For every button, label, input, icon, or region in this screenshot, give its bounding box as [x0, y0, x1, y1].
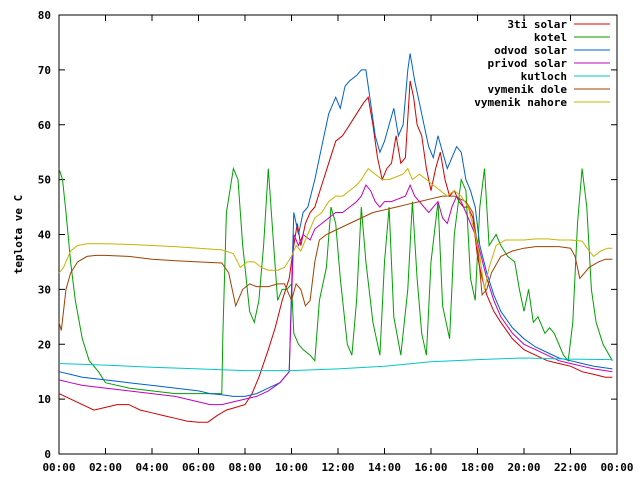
series-lines — [58, 53, 613, 423]
x-tick-label: 20:00 — [507, 461, 540, 474]
legend-label: kutloch — [521, 70, 567, 83]
legend-label: odvod solar — [494, 44, 567, 57]
series-line-odvod-solar — [58, 53, 613, 397]
series-line-3ti-solar — [58, 80, 613, 423]
y-tick-label: 80 — [38, 9, 51, 22]
series-line-kutloch — [58, 357, 613, 372]
y-tick-label: 30 — [38, 283, 51, 296]
x-tick-label: 04:00 — [135, 461, 168, 474]
x-tick-label: 00:00 — [600, 461, 633, 474]
y-tick-label: 40 — [38, 229, 51, 242]
y-axis-title: teplota ve C — [12, 195, 25, 274]
x-tick-label: 10:00 — [275, 461, 308, 474]
series-line-vymenik-dole — [58, 195, 613, 331]
y-tick-label: 60 — [38, 119, 51, 132]
series-line-privod-solar — [58, 183, 613, 406]
y-tick-label: 20 — [38, 338, 51, 351]
series-line-kotel — [58, 166, 613, 395]
x-axis-ticks: 00:00 02:00 04:00 06:00 08:00 10:00 12:00 14:00… — [42, 15, 634, 474]
x-tick-label: 06:00 — [182, 461, 215, 474]
series-line-vymenik-nahore — [58, 167, 613, 290]
legend-label: vymenik dole — [488, 83, 568, 96]
legend-label: kotel — [534, 31, 567, 44]
legend-label: 3ti solar — [507, 18, 567, 31]
y-tick-label: 10 — [38, 393, 51, 406]
x-tick-label: 02:00 — [89, 461, 122, 474]
x-tick-label: 00:00 — [42, 461, 75, 474]
x-tick-label: 18:00 — [461, 461, 494, 474]
x-tick-label: 14:00 — [368, 461, 401, 474]
legend-label: vymenik nahore — [474, 96, 567, 109]
x-tick-label: 12:00 — [321, 461, 354, 474]
x-tick-label: 16:00 — [414, 461, 447, 474]
y-tick-label: 0 — [44, 448, 51, 461]
y-tick-label: 50 — [38, 174, 51, 187]
x-tick-label: 08:00 — [228, 461, 261, 474]
y-tick-label: 70 — [38, 64, 51, 77]
legend-label: privod solar — [488, 57, 568, 70]
y-axis-ticks: 0 10 20 30 40 50 60 70 80 — [38, 9, 617, 461]
x-tick-label: 22:00 — [554, 461, 587, 474]
